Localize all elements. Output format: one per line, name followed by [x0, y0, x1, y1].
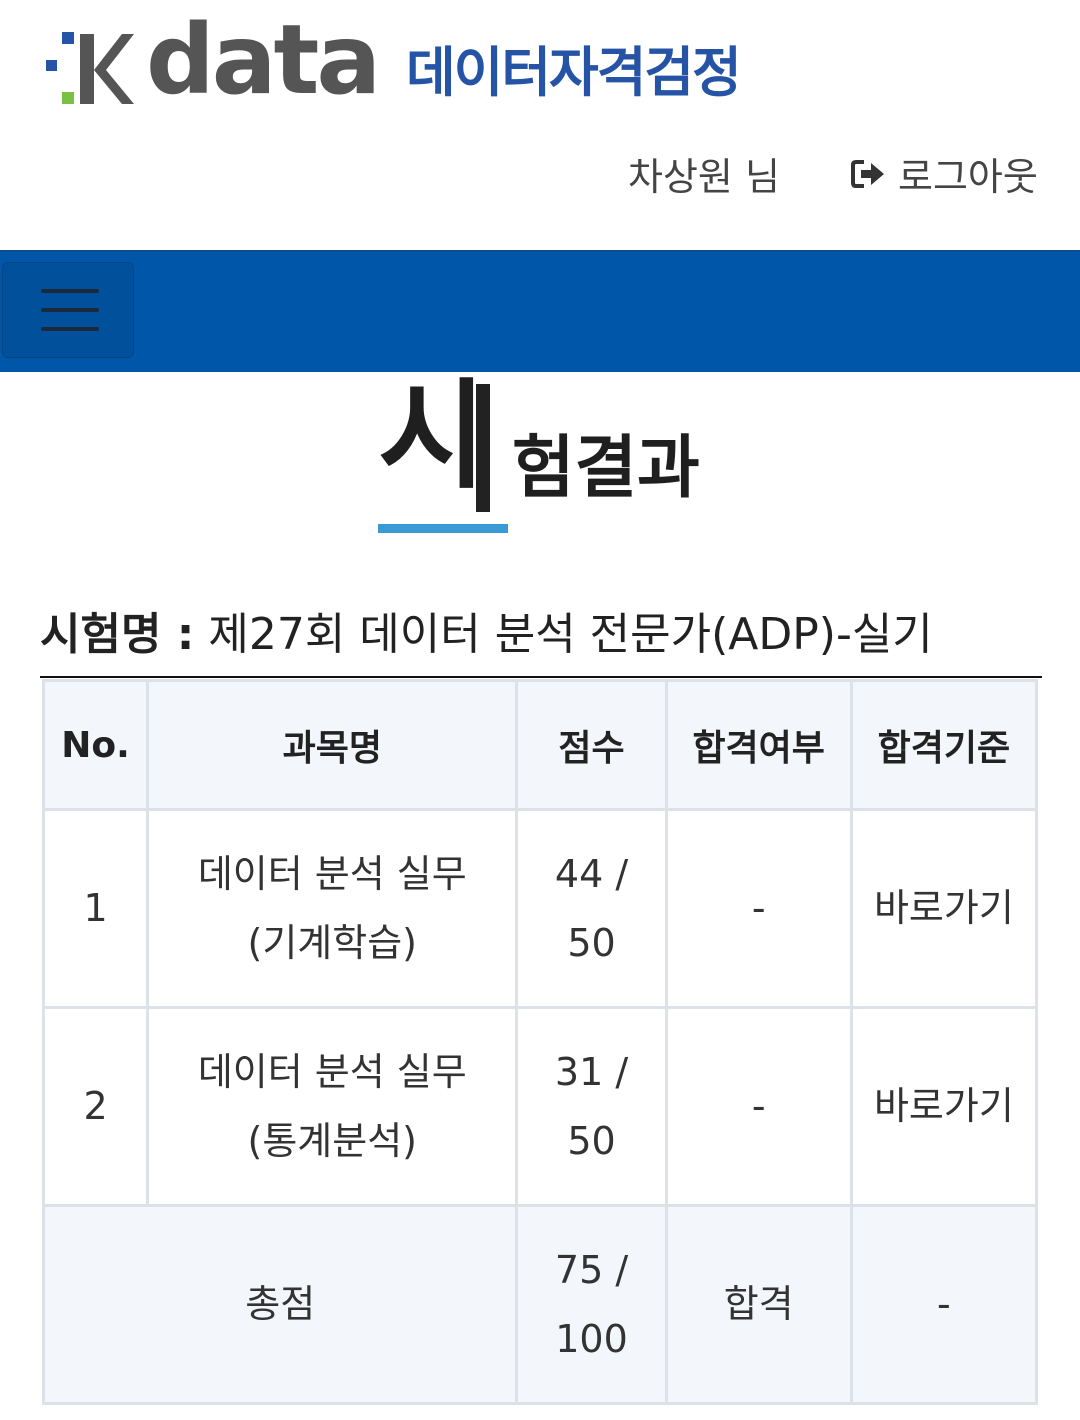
score-max: 50: [567, 1118, 616, 1163]
exam-name-row: 시험명 : 제27회 데이터 분석 전문가(ADP)-실기: [40, 598, 933, 662]
table-row: 1 데이터 분석 실무 (기계학습) 44 / 50 - 바로가기: [41, 808, 1039, 1009]
table-row: 2 데이터 분석 실무 (통계분석) 31 / 50 - 바로가기: [41, 1006, 1039, 1207]
column-header-score: 점수: [515, 679, 668, 811]
score-cell: 44 / 50: [515, 808, 668, 1009]
logo-wordmark: data: [146, 4, 381, 116]
subject-name: 데이터 분석 실무: [197, 852, 467, 897]
total-criteria: -: [849, 1204, 1039, 1405]
column-header-no: No.: [41, 679, 150, 811]
column-header-pass: 합격여부: [664, 679, 853, 811]
page-title-first-char: 시: [378, 367, 487, 505]
title-underline: [378, 524, 508, 533]
main-navbar: [0, 250, 1080, 372]
column-header-subject: 과목명: [146, 679, 519, 811]
pass-status: -: [664, 1006, 853, 1207]
total-score-value: 75 /: [554, 1248, 629, 1293]
k-logo-mark-icon: [46, 32, 134, 104]
score-value: 44 /: [554, 852, 629, 897]
exam-name-value: 제27회 데이터 분석 전문가(ADP)-실기: [208, 609, 933, 660]
row-number: 1: [41, 808, 150, 1009]
page-title: 시 험결과: [378, 367, 718, 538]
subject-cell: 데이터 분석 실무 (기계학습): [146, 808, 519, 1009]
score-value: 31 /: [554, 1050, 629, 1095]
total-pass-status: 합격: [664, 1204, 853, 1405]
criteria-link[interactable]: 바로가기: [849, 1006, 1039, 1207]
divider: [40, 676, 1042, 678]
page-title-rest: 험결과: [512, 429, 700, 508]
subject-detail: (통계분석): [247, 1118, 418, 1163]
kdata-logo[interactable]: data 데이터자격검정: [44, 12, 784, 116]
total-label: 총점: [41, 1204, 519, 1405]
sign-out-icon: [851, 159, 884, 188]
column-header-criteria: 합격기준: [849, 679, 1039, 811]
row-number: 2: [41, 1006, 150, 1207]
criteria-link[interactable]: 바로가기: [849, 808, 1039, 1009]
total-row: 총점 75 / 100 합격 -: [41, 1204, 1039, 1405]
user-greeting: 차상원 님: [628, 155, 780, 199]
exam-name-label: 시험명 :: [40, 609, 195, 660]
pass-status: -: [664, 808, 853, 1009]
subject-name: 데이터 분석 실무: [197, 1050, 467, 1095]
score-cell: 31 / 50: [515, 1006, 668, 1207]
score-max: 50: [567, 920, 616, 965]
total-score-max: 100: [555, 1316, 628, 1361]
logout-link[interactable]: 로그아웃: [850, 146, 1038, 201]
subject-detail: (기계학습): [247, 920, 418, 965]
table-header-row: No. 과목명 점수 합격여부 합격기준: [41, 679, 1039, 811]
site-header: data 데이터자격검정 차상원 님 로그아웃: [0, 0, 1080, 250]
title-caret-decoration: [476, 384, 490, 512]
menu-toggle-button[interactable]: [2, 262, 134, 358]
logo-subtitle: 데이터자격검정: [406, 41, 742, 104]
subject-cell: 데이터 분석 실무 (통계분석): [146, 1006, 519, 1207]
total-score-cell: 75 / 100: [515, 1204, 668, 1405]
results-table: No. 과목명 점수 합격여부 합격기준 1 데이터 분석 실무 (기계학습) …: [41, 679, 1039, 1405]
logout-label: 로그아웃: [898, 155, 1038, 199]
